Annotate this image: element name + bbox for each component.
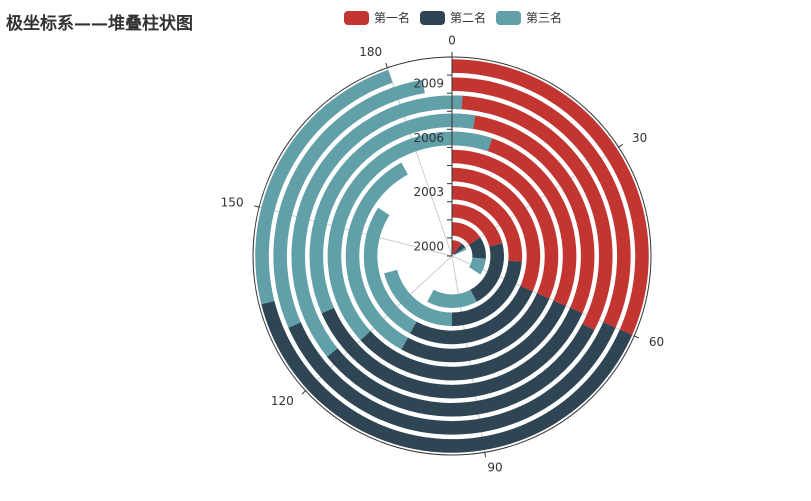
angle-tick-label-30: 30 [632, 131, 647, 145]
angle-tick-90 [484, 452, 487, 458]
legend-label-second: 第二名 [450, 11, 487, 25]
legend-label-third: 第三名 [526, 11, 563, 25]
bar-s1-c3 [452, 260, 522, 327]
bar-s2-c7 [309, 113, 476, 314]
angle-tick-label-150: 150 [221, 196, 244, 210]
legend-swatch-first [344, 10, 369, 25]
angle-tick-label-90: 90 [487, 461, 502, 475]
chart-legend: 第一名 第二名 第三名 [344, 9, 572, 26]
bar-s0-c1 [452, 222, 481, 245]
radius-label-2003: 2003 [413, 185, 444, 199]
legend-swatch-second [420, 10, 446, 25]
axis-layer: 0 30 60 90 120 150 180 2000 2003 2006 2009 [221, 34, 664, 475]
angle-tick-30 [618, 144, 624, 148]
bar-s1-c6 [360, 300, 566, 381]
bar-s0-c2 [452, 203, 503, 247]
bar-s0-c10 [452, 59, 649, 336]
angle-tick-150 [254, 205, 260, 208]
bar-s0-c5 [452, 149, 559, 299]
radius-label-2006: 2006 [413, 131, 444, 145]
bar-s2-c3 [384, 269, 452, 327]
legend-item-third[interactable]: 第三名 [496, 9, 562, 26]
bar-s1-c2 [470, 243, 505, 302]
bar-s1-c9 [288, 322, 616, 435]
angle-tick-60 [634, 335, 640, 339]
angle-tick-label-120: 120 [271, 394, 294, 408]
angle-tick-label-180: 180 [359, 45, 382, 59]
angle-tick-label-60: 60 [649, 335, 664, 349]
bar-s1-c7 [321, 307, 583, 399]
bar-s0-c0 [452, 240, 462, 255]
legend-item-second[interactable]: 第二名 [420, 9, 486, 26]
bar-s0-c8 [452, 95, 613, 331]
bar-s0-c9 [452, 77, 631, 328]
bar-s2-c2 [427, 289, 477, 309]
bar-s0-c6 [452, 131, 577, 306]
bar-s0-c7 [452, 113, 595, 314]
bar-s1-c0 [453, 243, 466, 255]
legend-item-first[interactable]: 第一名 [344, 9, 410, 26]
bar-s2-c8 [291, 95, 463, 357]
bar-s1-c10 [261, 300, 633, 453]
bar-s2-c4 [363, 207, 417, 334]
bar-s2-c5 [345, 162, 408, 350]
bar-s0-c3 [452, 185, 523, 262]
radius-label-2000: 2000 [413, 239, 444, 253]
legend-swatch-third [496, 10, 522, 25]
bar-s1-c1 [469, 237, 486, 259]
radius-label-2009: 2009 [413, 77, 444, 91]
bar-s2-c1 [469, 257, 486, 275]
angle-tick-180 [385, 62, 388, 68]
bar-s2-c9 [273, 79, 425, 328]
angle-tick-120 [301, 390, 306, 395]
bar-s1-c5 [401, 293, 550, 363]
bar-s1-c4 [410, 285, 533, 345]
chart-title: 极坐标系——堆叠柱状图 [6, 14, 193, 34]
bar-s2-c10 [255, 69, 393, 305]
legend-label-first: 第一名 [374, 11, 411, 25]
angle-tick-label-0: 0 [448, 34, 456, 48]
bar-s2-c0 [453, 247, 467, 256]
bars-layer [255, 59, 649, 453]
bar-s1-c8 [326, 323, 595, 417]
bar-s0-c4 [452, 167, 541, 292]
